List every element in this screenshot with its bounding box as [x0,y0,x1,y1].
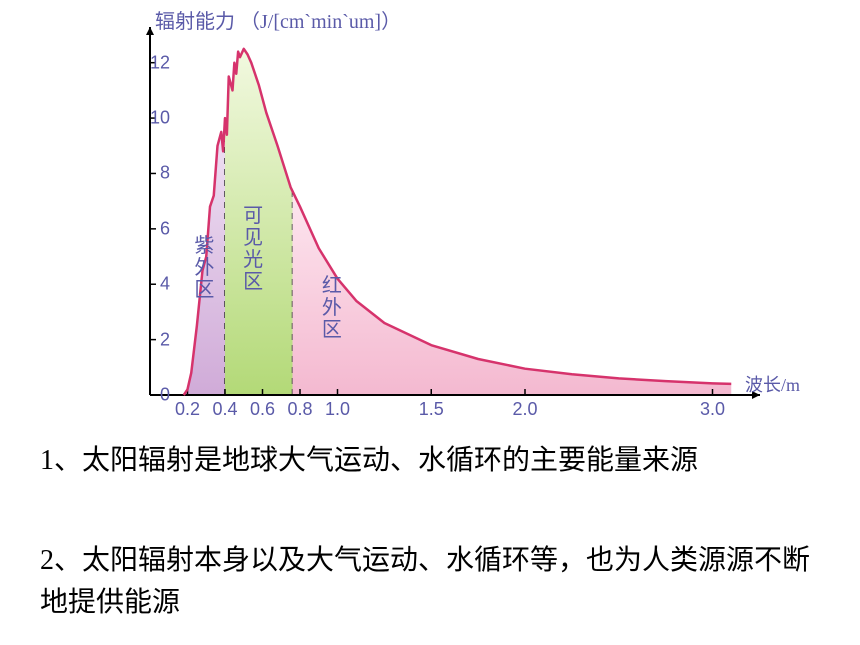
y-tick-label: 12 [140,52,170,73]
region-label-uv: 紫外区 [193,235,215,301]
x-tick-label: 1.5 [419,399,444,420]
y-tick-label: 0 [140,385,170,406]
x-tick-label: 0.4 [212,399,237,420]
region-label-visible: 可见光区 [242,205,264,293]
y-tick-label: 2 [140,329,170,350]
y-tick-label: 8 [140,163,170,184]
x-axis-title: 波长/m [745,371,800,397]
y-tick-label: 10 [140,108,170,129]
body-paragraph-2: 2、太阳辐射本身以及大气运动、水循环等，也为人类源源不断地提供能源 [40,540,820,624]
x-tick-label: 1.0 [325,399,350,420]
solar-radiation-chart: 辐射能力 （J/[cm`min`um]） 波长/m 0246810120.20.… [100,5,780,425]
y-tick-label: 6 [140,218,170,239]
x-tick-label: 3.0 [700,399,725,420]
region-ir [293,191,732,395]
y-axis-title: 辐射能力 （J/[cm`min`um]） [155,5,401,34]
region-label-ir: 红外区 [321,275,343,341]
x-tick-label: 0.2 [175,399,200,420]
chart-svg [150,35,750,395]
x-tick-label: 2.0 [512,399,537,420]
y-tick-label: 4 [140,274,170,295]
body-paragraph-1: 1、太阳辐射是地球大气运动、水循环的主要能量来源 [40,440,820,482]
x-tick-label: 0.6 [250,399,275,420]
plot-area [150,35,750,395]
x-tick-label: 0.8 [287,399,312,420]
